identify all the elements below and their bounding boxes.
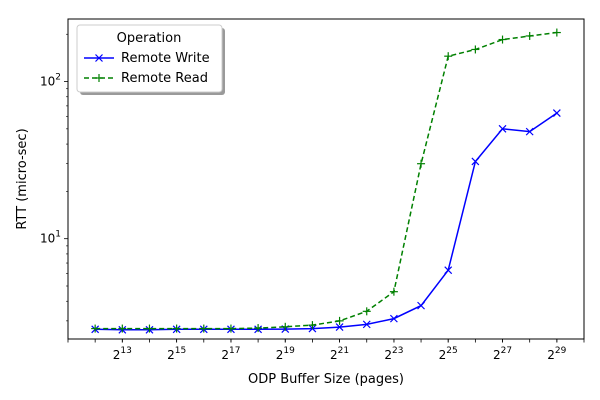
x-tick-label: 215 bbox=[167, 346, 186, 362]
data-point-remote-read bbox=[199, 324, 208, 333]
data-point-remote-write-stroke bbox=[335, 323, 344, 331]
data-point-remote-read bbox=[444, 52, 453, 61]
series-layer bbox=[91, 28, 561, 334]
data-point-remote-read bbox=[145, 324, 154, 333]
data-point-remote-read bbox=[172, 324, 181, 333]
data-point-remote-write bbox=[389, 314, 398, 323]
data-point-remote-write-stroke bbox=[471, 157, 480, 166]
legend-entries: Remote Write Remote Read bbox=[84, 51, 210, 86]
data-point-remote-read bbox=[552, 28, 561, 37]
x-tick-label: 229 bbox=[547, 346, 566, 362]
data-point-remote-write bbox=[335, 323, 344, 331]
data-point-remote-read bbox=[362, 307, 371, 316]
data-point-remote-read bbox=[389, 287, 398, 296]
data-point-remote-read bbox=[254, 324, 263, 333]
data-point-remote-write bbox=[471, 157, 480, 166]
x-tick-label: 223 bbox=[384, 346, 403, 362]
data-point-remote-read bbox=[308, 321, 317, 330]
data-point-remote-write bbox=[417, 301, 425, 310]
legend: Operation Remote Write Remote Read bbox=[76, 24, 225, 95]
legend-title: Operation bbox=[117, 31, 182, 46]
data-point-remote-read bbox=[471, 45, 480, 54]
data-point-remote-write-stroke bbox=[552, 109, 561, 117]
data-point-remote-write bbox=[362, 320, 371, 329]
x-tick-label: 221 bbox=[330, 346, 349, 362]
x-tick-label: 213 bbox=[113, 346, 132, 362]
y-axis-label: RTT (micro-sec) bbox=[15, 128, 30, 229]
x-tick-label: 225 bbox=[439, 346, 458, 362]
data-point-remote-read bbox=[281, 322, 290, 331]
y-tick-label: 102 bbox=[40, 73, 61, 89]
data-point-remote-write bbox=[525, 127, 534, 136]
data-point-remote-write-stroke bbox=[525, 127, 534, 136]
data-point-remote-write-stroke bbox=[389, 314, 398, 323]
series-line-remote-read bbox=[95, 31, 557, 330]
data-point-remote-write bbox=[552, 109, 561, 117]
legend-marker-remote-read bbox=[95, 74, 103, 82]
x-axis: 213 215 217 219 221 223 225 227 229 bbox=[67, 339, 585, 362]
data-point-remote-write-stroke bbox=[362, 320, 371, 329]
y-axis: 101 102 bbox=[40, 33, 68, 322]
data-point-remote-write-stroke bbox=[444, 266, 453, 275]
x-tick-label: 219 bbox=[276, 346, 295, 362]
legend-marker-remote-write-stroke bbox=[95, 54, 103, 62]
data-point-remote-write-stroke bbox=[498, 124, 507, 133]
data-point-remote-write-stroke bbox=[417, 301, 425, 310]
x-tick-label: 217 bbox=[221, 346, 240, 362]
series-line-remote-write bbox=[95, 112, 558, 331]
data-point-remote-read bbox=[525, 31, 534, 40]
x-tick-label: 227 bbox=[493, 346, 512, 362]
data-point-remote-read bbox=[118, 324, 127, 333]
data-point-remote-read bbox=[417, 159, 426, 168]
legend-label-remote-write: Remote Write bbox=[121, 51, 210, 66]
data-point-remote-read bbox=[226, 324, 235, 333]
data-point-remote-write bbox=[498, 124, 507, 133]
legend-label-remote-read: Remote Read bbox=[121, 71, 208, 86]
data-point-remote-read bbox=[335, 316, 344, 325]
y-tick-label: 101 bbox=[40, 230, 61, 246]
legend-box bbox=[76, 24, 223, 93]
plot-area bbox=[67, 18, 585, 340]
data-point-remote-write bbox=[444, 266, 453, 275]
x-axis-label: ODP Buffer Size (pages) bbox=[248, 372, 404, 387]
data-point-remote-read bbox=[498, 35, 507, 44]
legend-marker-remote-write bbox=[95, 54, 103, 62]
data-point-remote-read bbox=[91, 324, 100, 333]
